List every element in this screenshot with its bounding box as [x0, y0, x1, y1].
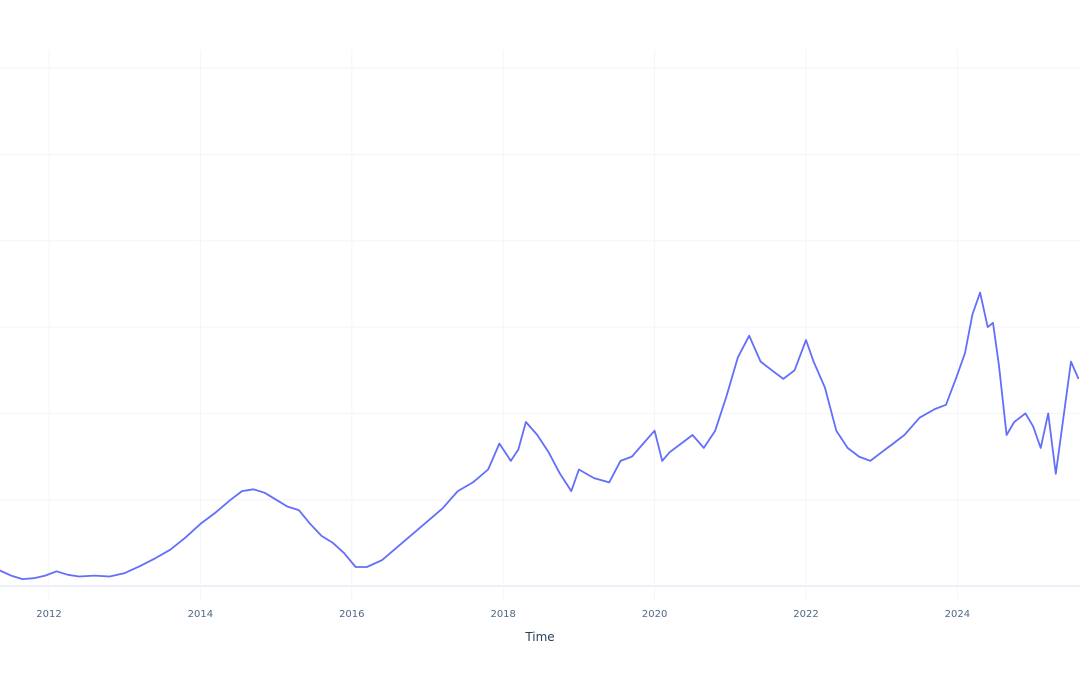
vertical-gridlines — [48, 50, 958, 600]
x-tick-label: 2022 — [793, 609, 819, 620]
x-tick-label: 2024 — [944, 609, 971, 620]
x-axis-title: Time — [525, 630, 555, 644]
x-tick-label: 2020 — [641, 609, 668, 620]
x-tick-label: 2014 — [187, 609, 214, 620]
x-tick-label: 2018 — [490, 609, 516, 620]
horizontal-gridlines — [0, 67, 1080, 587]
series-line — [0, 291, 1080, 580]
x-tick-label: 2012 — [36, 609, 62, 620]
x-tick-label: 2016 — [339, 609, 365, 620]
